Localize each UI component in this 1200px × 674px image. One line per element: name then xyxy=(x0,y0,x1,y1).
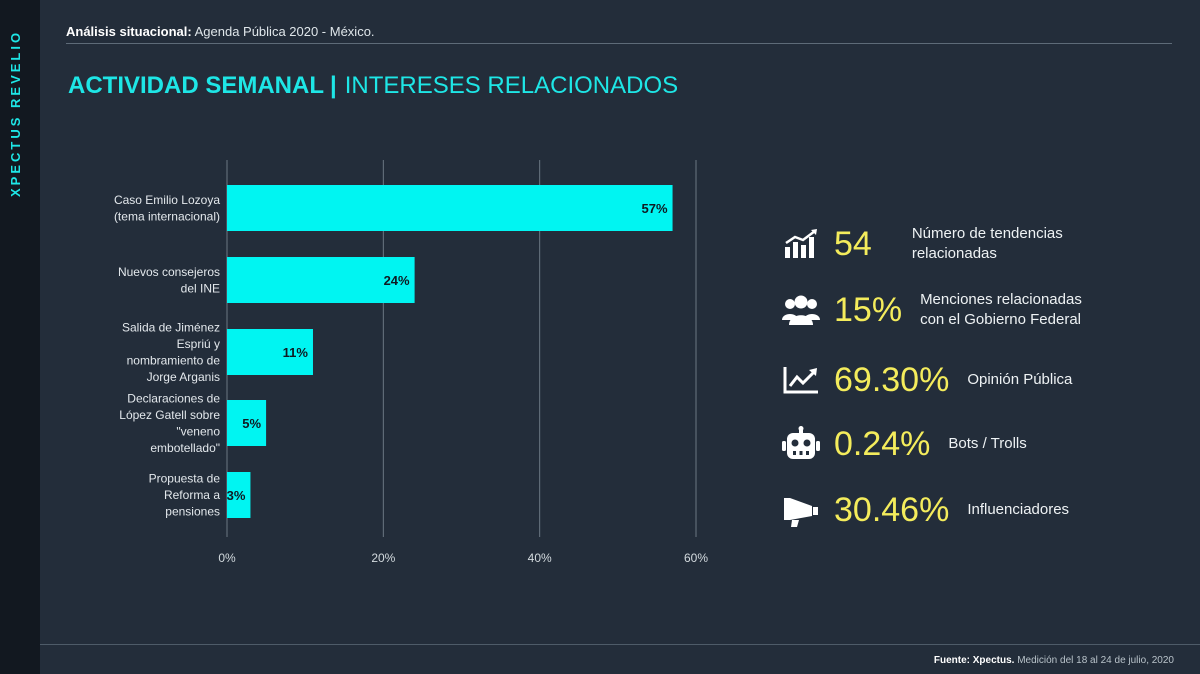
footer-divider xyxy=(40,644,1200,645)
header-subtitle: Análisis situacional: Agenda Pública 202… xyxy=(66,24,375,39)
stat-label: Opinión Pública xyxy=(967,371,1073,388)
x-tick-label: 40% xyxy=(528,551,552,565)
bar-value-label: 3% xyxy=(227,488,246,503)
stat-trends: 54 Número de tendencias relacionadas xyxy=(780,219,1063,269)
title-part2: INTERESES RELACIONADOS xyxy=(344,72,679,99)
stat-value: 0.24% xyxy=(834,424,931,463)
bar-chart: 0% 20% 40% 60% 57% Caso Emilio Lozoya (tema in… xyxy=(114,160,708,565)
stat-federal-mentions: 15% Menciones relacionadas con el Gobier… xyxy=(780,285,1082,335)
category-label: Propuesta de Reforma a pensiones xyxy=(149,472,221,519)
title-separator: | xyxy=(330,72,337,99)
stat-label: Número de tendencias relacionadas xyxy=(911,225,1063,262)
category-label: Salida de Jiménez Espriú y nombramiento de… xyxy=(122,320,220,384)
stat-influencers: 30.46% Influenciadores xyxy=(780,485,1069,535)
trend-line-icon xyxy=(780,359,822,401)
stat-bots: 0.24% Bots / Trolls xyxy=(780,419,1027,469)
stat-label: Menciones relacionadas con el Gobierno F… xyxy=(920,291,1082,328)
bar xyxy=(227,329,313,375)
stat-value: 54 xyxy=(834,224,872,263)
title-part1: ACTIVIDAD SEMANAL xyxy=(68,72,324,99)
category-label: Caso Emilio Lozoya (tema internacional) xyxy=(114,193,220,224)
footer-bold: Fuente: Xpectus. xyxy=(933,655,1015,666)
bar xyxy=(227,185,673,231)
bar-value-label: 5% xyxy=(242,416,261,431)
stat-value: 69.30% xyxy=(834,360,950,399)
footer-source: Fuente: Xpectus. Medición del 18 al 24 d… xyxy=(934,655,1174,666)
footer-text: Medición del 18 al 24 de julio, 2020 xyxy=(1014,655,1174,666)
bar xyxy=(227,257,415,303)
robot-icon xyxy=(780,423,822,465)
x-tick-label: 20% xyxy=(371,551,395,565)
stat-value: 30.46% xyxy=(834,490,950,529)
x-tick-label: 60% xyxy=(684,551,708,565)
stat-public-opinion: 69.30% Opinión Pública xyxy=(780,355,1072,405)
side-strip: XPECTUS REVELIO xyxy=(0,0,40,674)
bar-chart-icon xyxy=(780,223,822,265)
header-bold: Análisis situacional: xyxy=(66,24,192,39)
bar-value-label: 57% xyxy=(642,201,668,216)
stat-value: 15% xyxy=(834,290,903,329)
megaphone-icon xyxy=(780,489,822,531)
users-icon xyxy=(780,289,822,331)
bar xyxy=(227,400,267,446)
category-label: Declaraciones de López Gatell sobre "venen… xyxy=(119,391,220,455)
stat-label: Bots / Trolls xyxy=(948,435,1027,452)
header-divider xyxy=(66,43,1172,44)
bar xyxy=(227,472,251,518)
stat-label: Influenciadores xyxy=(967,501,1070,518)
page-title: ACTIVIDAD SEMANAL | INTERESES RELACIONADOS xyxy=(68,72,678,100)
x-tick-label: 0% xyxy=(218,551,236,565)
category-label: Nuevos consejeros del INE xyxy=(118,265,220,296)
bar-value-label: 24% xyxy=(384,273,410,288)
bar-value-label: 11% xyxy=(283,345,309,360)
header-text: Agenda Pública 2020 - México. xyxy=(191,24,375,39)
